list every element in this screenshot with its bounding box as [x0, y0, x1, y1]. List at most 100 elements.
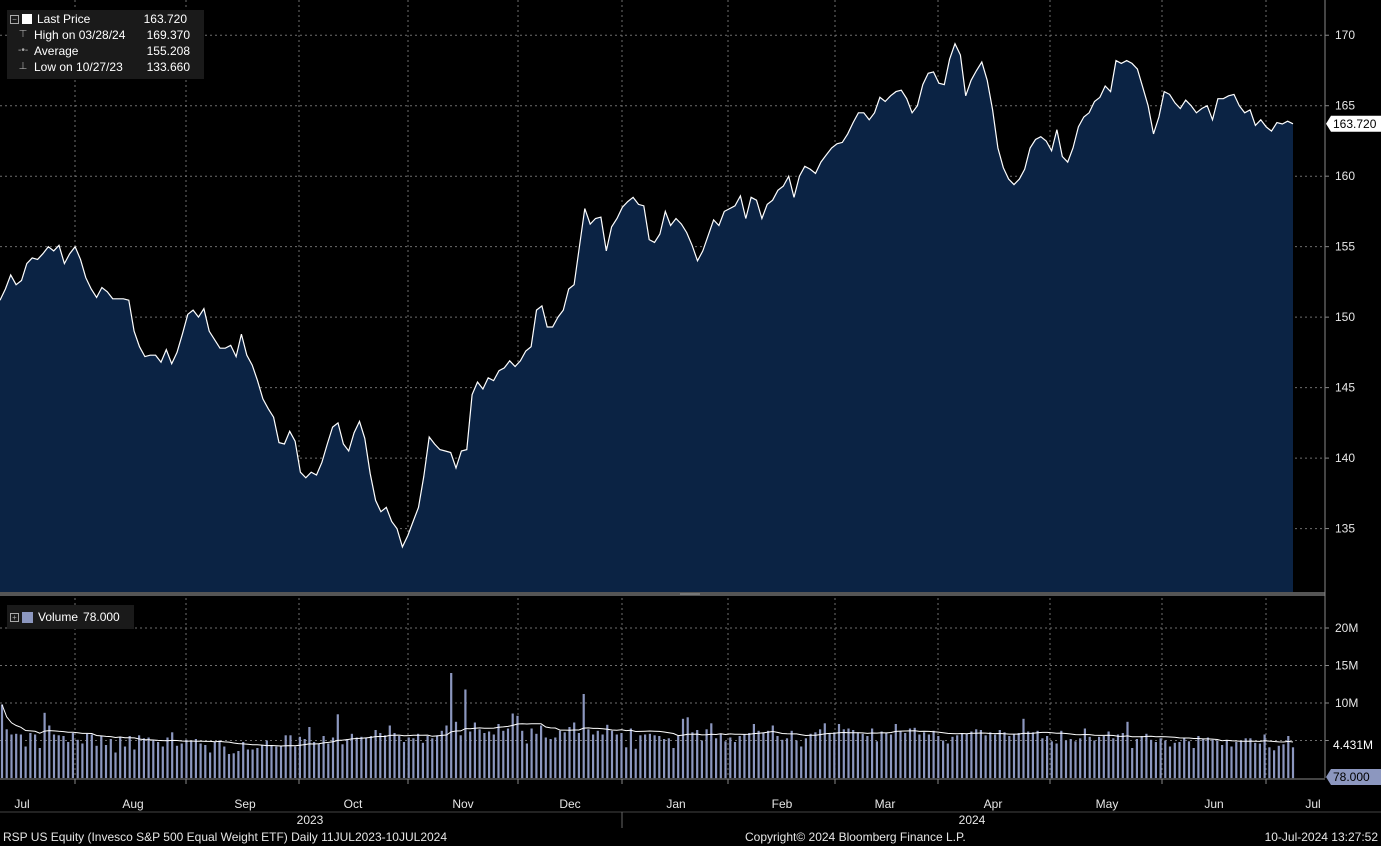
volume-bar [1273, 750, 1276, 779]
volume-bar [275, 746, 278, 778]
average-value: 155.208 [146, 44, 190, 58]
volume-ytick-label: 20M [1335, 621, 1358, 635]
volume-bar [663, 739, 666, 778]
volume-bar [809, 733, 812, 779]
volume-bar [951, 736, 954, 779]
volume-bar [946, 743, 949, 778]
volume-bar [965, 733, 968, 779]
volume-bar [568, 727, 571, 778]
volume-bar [417, 733, 420, 779]
volume-bar [261, 745, 264, 778]
volume-bar [889, 734, 893, 778]
volume-bar [558, 730, 562, 779]
volume-bar [142, 738, 145, 779]
volume-bar [109, 739, 112, 778]
last-volume-tag-shape [1326, 769, 1381, 785]
volume-bar [478, 729, 481, 779]
volume-average-tag-shape [1326, 737, 1381, 753]
volume-bar [322, 736, 325, 778]
price-ytick-label: 150 [1335, 310, 1355, 324]
volume-bar [1197, 736, 1200, 778]
volume-bar [596, 730, 599, 779]
volume-bar [407, 737, 410, 778]
volume-bar [1022, 718, 1025, 779]
last-volume-tag: 78.000 [1326, 769, 1381, 785]
volume-bar [350, 733, 353, 779]
month-label-2: Sep [234, 797, 256, 811]
volume-bar [1064, 740, 1068, 778]
volume-bar [1216, 740, 1219, 778]
volume-swatch-icon [22, 611, 33, 623]
volume-bar [1206, 737, 1209, 778]
volume-bar [1140, 736, 1143, 778]
volume-bar [653, 735, 656, 779]
volume-bar [672, 748, 675, 778]
volume-bar [1168, 746, 1172, 778]
volume-bar [1093, 740, 1096, 778]
price-legend: − Last Price 163.720 ⊤ High on 03/28/24 … [7, 10, 204, 79]
volume-bar [540, 725, 543, 778]
volume-bar [71, 733, 74, 778]
volume-bar [700, 740, 703, 778]
volume-bar [242, 742, 245, 778]
volume-bar [133, 749, 136, 778]
volume-bar [785, 738, 789, 779]
volume-bar [833, 732, 836, 779]
volume-bar [748, 733, 751, 778]
volume-bar [975, 729, 978, 779]
volume-average-tag: 4.431M [1326, 737, 1381, 753]
volume-bar [1282, 744, 1285, 779]
volume-bar [852, 730, 855, 778]
volume-bar [648, 733, 651, 779]
volume-bar [525, 743, 528, 778]
volume-bar [989, 732, 992, 779]
volume-bar [1145, 733, 1148, 779]
volume-bar [114, 752, 117, 778]
low-value: 133.660 [146, 60, 190, 74]
volume-bar [327, 743, 330, 778]
volume-bar [918, 734, 921, 778]
volume-bar [1107, 731, 1110, 778]
volume-bar [757, 730, 760, 779]
year-label-0: 2023 [297, 813, 324, 827]
expand-icon[interactable]: + [10, 612, 19, 622]
month-label-5: Dec [559, 797, 580, 811]
volume-bar [62, 736, 65, 778]
footer-security-description: RSP US Equity (Invesco S&P 500 Equal Wei… [3, 830, 448, 844]
volume-bar [1202, 739, 1205, 778]
volume-bar [459, 735, 462, 779]
volume-bar [76, 739, 79, 779]
volume-bar [497, 724, 500, 778]
volume-bar [771, 725, 774, 778]
volume-bar [1150, 739, 1153, 779]
volume-bar [1088, 736, 1091, 779]
volume-bar [710, 723, 713, 779]
volume-bar [1116, 734, 1120, 778]
volume-bar [923, 732, 926, 779]
volume-bar [43, 712, 46, 779]
volume-bar [620, 733, 623, 778]
collapse-icon[interactable]: − [10, 14, 19, 24]
legend-row-high: ⊤ High on 03/28/24 169.370 [10, 27, 204, 43]
volume-bar [1244, 738, 1247, 779]
volume-bar [733, 742, 737, 778]
volume-bar [469, 731, 472, 778]
volume-bar [1003, 732, 1006, 779]
volume-bar [729, 737, 732, 778]
volume-bar [128, 736, 131, 778]
volume-bar [1126, 721, 1129, 779]
volume-bar [563, 732, 566, 779]
volume-bar [800, 746, 803, 778]
footer-timestamp: 10-Jul-2024 13:27:52 [1264, 830, 1378, 844]
volume-bar [284, 735, 287, 779]
volume-bar [483, 733, 486, 778]
volume-bar [369, 736, 372, 778]
volume-bar [445, 725, 448, 778]
volume-bar [1102, 736, 1105, 778]
volume-bar [383, 735, 387, 779]
volume-bar [180, 743, 183, 778]
legend-row-average: -•- Average 155.208 [10, 43, 204, 59]
volume-bar [473, 722, 476, 778]
volume-bar [379, 733, 382, 778]
volume-bar [502, 730, 505, 779]
